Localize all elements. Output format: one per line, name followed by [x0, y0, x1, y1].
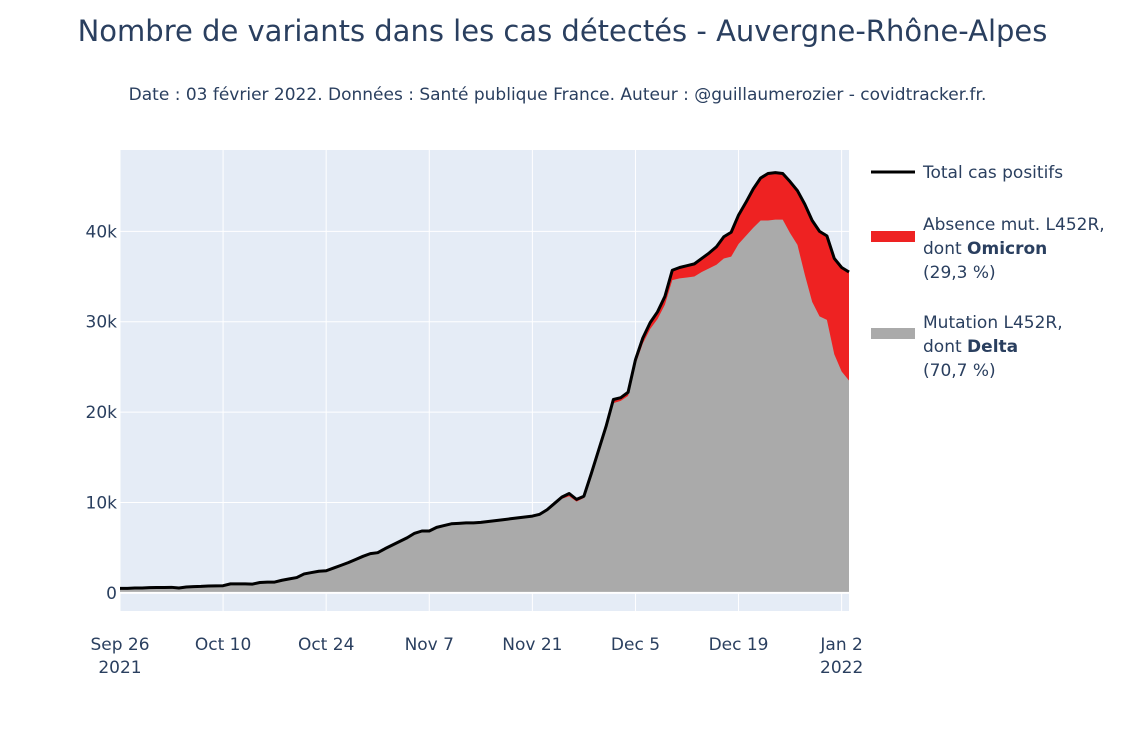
y-tick-label: 30k	[86, 313, 118, 333]
line-series	[120, 171, 850, 590]
chart-title: Nombre de variants dans les cas détectés…	[77, 14, 1048, 48]
legend-label-omicron-line3: (29,3 %)	[923, 263, 996, 283]
y-tick-label: 20k	[86, 403, 118, 423]
legend-swatch-omicron	[871, 231, 915, 242]
x-tick-sublabel: 2022	[820, 658, 863, 678]
x-tick-sublabel: 2021	[98, 658, 141, 678]
x-tick-label: Jan 2	[819, 635, 862, 655]
y-tick-label: 10k	[86, 494, 118, 514]
legend: Total cas positifs Absence mut. L452R, don…	[871, 163, 1105, 381]
legend-label-delta-variant: Delta	[967, 337, 1018, 357]
legend-label-omicron-variant: Omicron	[967, 239, 1047, 259]
legend-label-delta-line2: dont Delta	[923, 337, 1018, 357]
x-tick-label: Nov 21	[502, 635, 562, 655]
legend-label-total: Total cas positifs	[922, 163, 1063, 183]
legend-swatch-delta	[871, 328, 915, 339]
delta-area	[120, 219, 849, 593]
legend-label-delta-line3: (70,7 %)	[923, 361, 996, 381]
legend-label-omicron-line1: Absence mut. L452R,	[923, 215, 1105, 235]
x-tick-label: Sep 26	[90, 635, 149, 655]
axis-labels: 0 10k 20k 30k 40k Sep 26 2021 Oct 10 Oct 24 Nov 7…	[86, 222, 864, 678]
x-tick-label: Nov 7	[405, 635, 454, 655]
y-tick-label: 40k	[86, 222, 118, 242]
area-series	[120, 172, 849, 594]
legend-label-omicron-dont: dont	[923, 239, 967, 259]
x-tick-label: Oct 24	[298, 635, 354, 655]
total-line	[120, 171, 850, 590]
legend-label-delta-line1: Mutation L452R,	[923, 313, 1063, 333]
legend-label-omicron-line2: dont Omicron	[923, 239, 1047, 259]
y-tick-label: 0	[106, 584, 117, 604]
legend-label-delta-dont: dont	[923, 337, 967, 357]
x-tick-label: Dec 19	[709, 635, 769, 655]
x-tick-label: Dec 5	[611, 635, 660, 655]
x-tick-label: Oct 10	[195, 635, 251, 655]
chart-subtitle: Date : 03 février 2022. Données : Santé …	[128, 85, 987, 105]
